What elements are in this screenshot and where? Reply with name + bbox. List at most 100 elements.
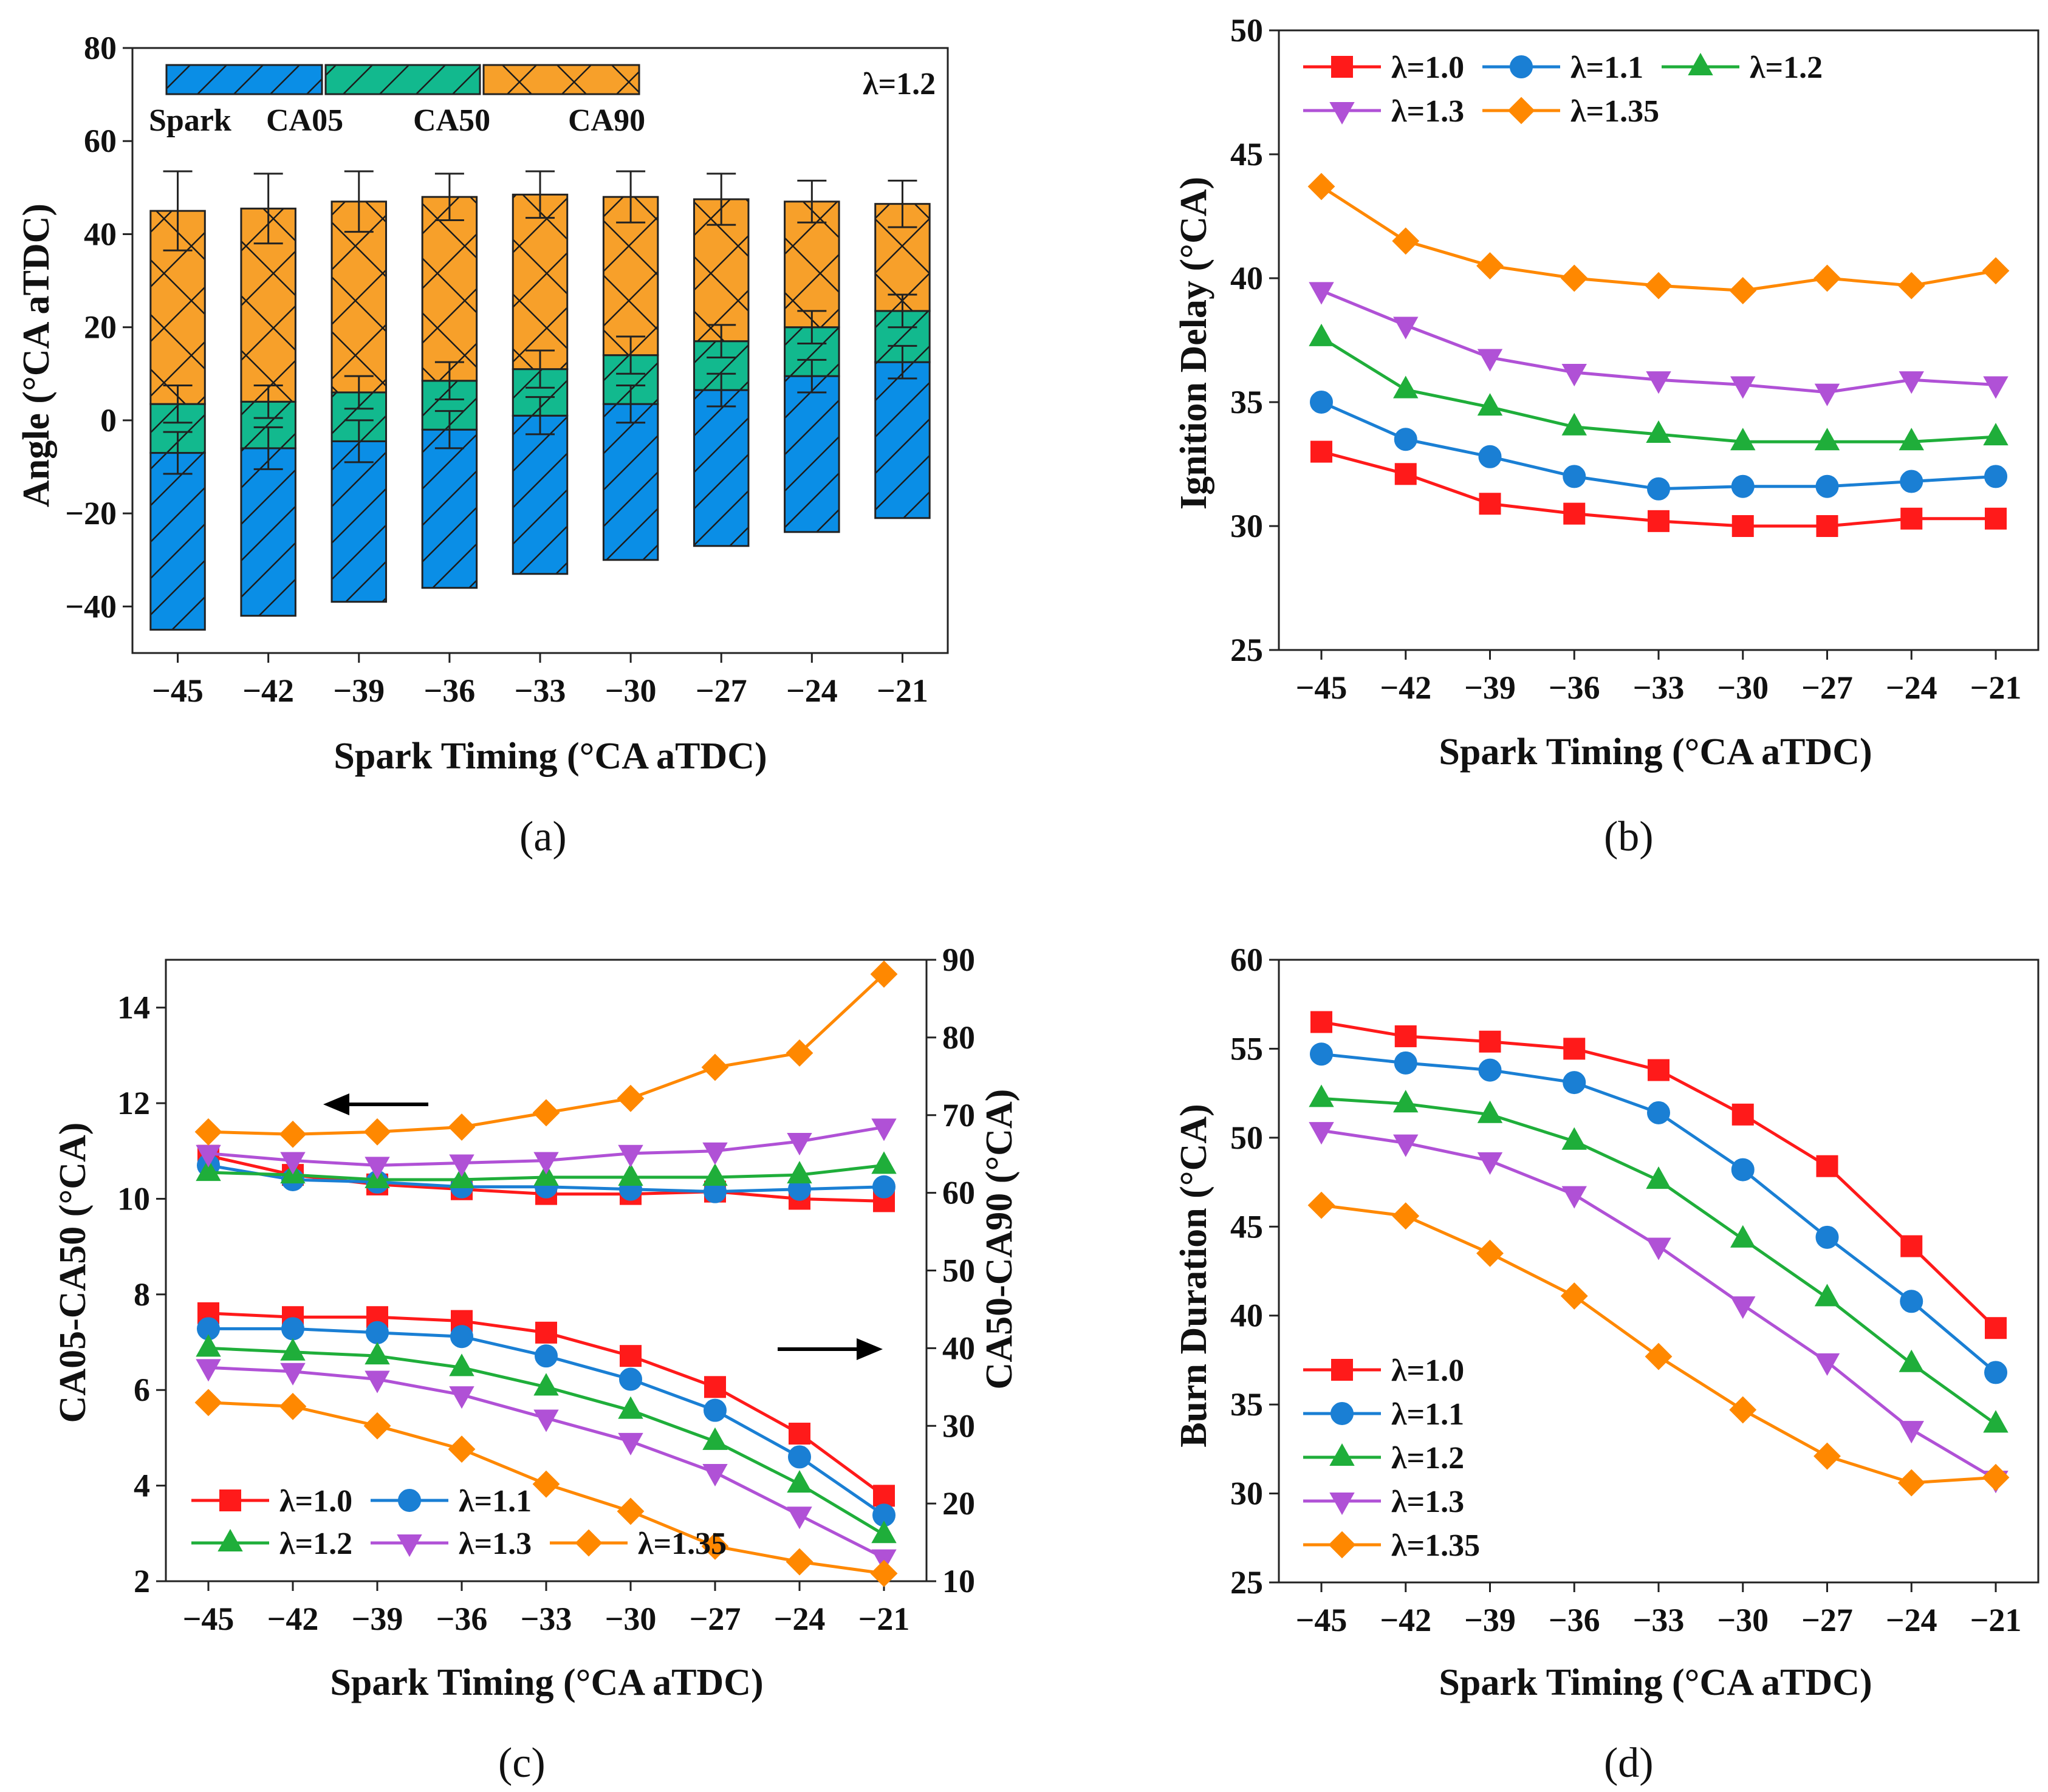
- chart-b-point-1-0-45: [1310, 440, 1332, 463]
- error-bar: [616, 170, 646, 224]
- chart-d-y-tick-label-30: 30: [1230, 1476, 1263, 1512]
- chart-c-y-tick-label-14: 14: [117, 990, 150, 1026]
- legend-label-ca05: CA05: [266, 103, 343, 138]
- chart-b-point-1-35-24: [1897, 272, 1925, 299]
- chart-b-legend-marker-1-3: [1329, 102, 1355, 125]
- chart-c-point-1-3-right-24: [787, 1506, 812, 1530]
- chart-d-panel-label: (d): [1604, 1740, 1654, 1787]
- chart-b-point-1-1-21: [1984, 465, 2007, 488]
- chart-c-point-1-3-left-27: [702, 1142, 728, 1165]
- chart-b-point-1-35-30: [1729, 276, 1757, 304]
- chart-c-legend-label-1-35: λ=1.35: [638, 1527, 727, 1561]
- chart-c-point-1-35-left-42: [279, 1120, 307, 1148]
- chart-panel-a: Spark CA05 CA50 CA90 λ=1.2 Spark Timing …: [16, 30, 949, 860]
- chart-d-point-1-0-24: [1900, 1235, 1923, 1257]
- chart-b-x-tick-label-21: −21: [1970, 669, 2022, 706]
- bar-ca50-ca90-33: [512, 193, 569, 371]
- chart-d-point-1-1-39: [1478, 1058, 1502, 1082]
- chart-c-x-tick-label-39: −39: [352, 1601, 403, 1637]
- chart-d-x-tick-label-42: −42: [1380, 1602, 1431, 1638]
- chart-b-y-label: Ignition Delay (°CA): [1173, 177, 1214, 510]
- chart-c-y-tick-label-6: 6: [134, 1372, 150, 1408]
- chart-c-point-1-2-left-30: [618, 1163, 643, 1186]
- chart-c-point-1-1-right-24: [788, 1445, 811, 1469]
- chart-a-y-label: Angle (°CA aTDC): [16, 203, 57, 507]
- chart-d-point-1-1-33: [1647, 1101, 1670, 1124]
- chart-d-point-1-2-45: [1309, 1084, 1334, 1107]
- chart-a-x-tick-label-39: −39: [333, 672, 385, 709]
- error-bar: [616, 384, 646, 424]
- left-axis-arrow-head: [323, 1093, 349, 1115]
- chart-b-y-tick-label-25: 25: [1230, 632, 1263, 668]
- chart-d-legend-label-1-0: λ=1.0: [1391, 1353, 1464, 1388]
- chart-c-point-1-35-left-24: [786, 1039, 813, 1067]
- chart-b-point-1-2-27: [1814, 428, 1840, 451]
- chart-c-x-tick-label-36: −36: [436, 1601, 488, 1637]
- chart-c-point-1-1-right-42: [281, 1317, 304, 1341]
- chart-c-plot-area: [194, 960, 898, 1587]
- chart-b-series-1-35: [1307, 173, 2010, 304]
- chart-d-point-1-1-45: [1310, 1042, 1333, 1066]
- chart-a-y-tick-label-40: −40: [65, 588, 117, 624]
- chart-c-point-1-35-left-36: [448, 1113, 476, 1141]
- chart-c-point-1-35-left-39: [363, 1118, 391, 1146]
- chart-c-point-1-2-left-45: [196, 1158, 221, 1182]
- chart-d-series-1-0: [1310, 1011, 2007, 1339]
- chart-c-point-1-35-right-39: [363, 1412, 391, 1440]
- chart-d-x-tick-label-30: −30: [1717, 1602, 1769, 1638]
- chart-c-point-1-3-right-42: [280, 1363, 306, 1386]
- chart-c-point-1-3-right-27: [702, 1463, 728, 1487]
- error-bar: [434, 361, 464, 400]
- chart-a-x-tick-label-36: −36: [423, 672, 475, 709]
- chart-c-x-tick-label-24: −24: [774, 1601, 826, 1637]
- chart-b-x-tick-label-36: −36: [1549, 669, 1600, 706]
- chart-b-point-1-3-36: [1561, 364, 1587, 387]
- chart-d-point-1-0-27: [1816, 1155, 1838, 1177]
- chart-c-point-1-1-right-36: [450, 1325, 473, 1349]
- chart-b-point-1-3-45: [1309, 282, 1334, 305]
- chart-a-y-tick-label-60: 60: [84, 123, 117, 159]
- chart-c-series-1-2-right: [196, 1334, 897, 1544]
- chart-c-point-1-35-right-45: [194, 1389, 222, 1417]
- error-bar: [344, 375, 374, 410]
- chart-d-series-1-2: [1309, 1084, 2009, 1433]
- chart-b-point-1-0-30: [1731, 515, 1754, 537]
- chart-b-legend-label-1-1: λ=1.1: [1570, 50, 1643, 85]
- chart-d-point-1-35-33: [1645, 1342, 1673, 1370]
- error-bar: [253, 384, 283, 419]
- chart-d-point-1-3-36: [1561, 1186, 1587, 1209]
- chart-b-legend-label-1-0: λ=1.0: [1391, 50, 1464, 85]
- chart-b-x-tick-label-39: −39: [1464, 669, 1516, 706]
- chart-c-point-1-35-left-21: [870, 960, 898, 988]
- bar-ca50-ca90-36: [421, 196, 478, 382]
- chart-c-legend-marker-1-35: [575, 1529, 603, 1557]
- chart-d-point-1-2-27: [1814, 1284, 1840, 1307]
- chart-b-legend-marker-1-0: [1331, 56, 1353, 78]
- chart-c-x-tick-label-33: −33: [521, 1601, 572, 1637]
- chart-d-point-1-3-30: [1730, 1296, 1756, 1319]
- error-bar: [707, 324, 736, 358]
- chart-d-y-tick-label-40: 40: [1230, 1298, 1263, 1334]
- chart-b-x-label: Spark Timing (°CA aTDC): [1439, 731, 1872, 773]
- chart-c-point-1-2-left-24: [787, 1161, 812, 1184]
- error-bar: [163, 170, 193, 251]
- chart-d-point-1-35-42: [1392, 1202, 1420, 1230]
- chart-d-x-tick-label-27: −27: [1801, 1602, 1853, 1638]
- chart-c-x-tick-label-45: −45: [183, 1601, 235, 1637]
- chart-b-point-1-3-39: [1477, 349, 1503, 372]
- chart-c-legend-label-1-3: λ=1.3: [459, 1527, 532, 1561]
- chart-d-x-tick-label-21: −21: [1970, 1602, 2022, 1638]
- chart-d-point-1-1-21: [1984, 1361, 2007, 1384]
- chart-b-point-1-3-30: [1730, 376, 1756, 399]
- chart-c-point-1-3-left-33: [533, 1152, 559, 1175]
- chart-c-legend-label-1-1: λ=1.1: [459, 1484, 532, 1519]
- chart-d-point-1-2-30: [1730, 1225, 1756, 1248]
- chart-d-point-1-2-36: [1561, 1127, 1587, 1150]
- chart-a-x-tick-label-24: −24: [786, 672, 838, 709]
- chart-d-y-tick-label-35: 35: [1230, 1386, 1263, 1423]
- chart-d-point-1-0-42: [1394, 1025, 1417, 1047]
- chart-b-point-1-35-39: [1476, 252, 1504, 280]
- chart-panel-c: Spark Timing (°CA aTDC) CA05-CA50 (°CA) …: [52, 942, 1020, 1787]
- legend-swatch-ca05-ca50: [324, 64, 481, 95]
- chart-b-point-1-2-21: [1983, 423, 2009, 446]
